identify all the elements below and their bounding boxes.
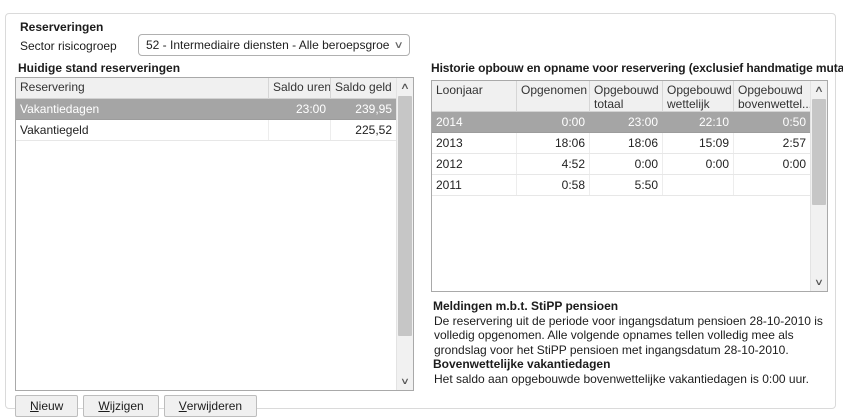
table-empty-area: [432, 196, 810, 291]
cell-reservering: Vakantiedagen: [16, 99, 269, 119]
table-header-row: Loonjaar Opgenomen Opgebouwd totaal Opge…: [432, 81, 810, 112]
column-header-opgebouwd-bovenwettelijk[interactable]: Opgebouwd bovenwettel...: [734, 81, 810, 112]
cell-opgebouwd-bovenwettelijk: 0:00: [782, 157, 806, 171]
column-header-opgenomen[interactable]: Opgenomen: [517, 81, 590, 112]
scroll-up-icon[interactable]: ∧: [400, 81, 410, 91]
chevron-down-icon: ∨: [393, 39, 404, 51]
table-row-2014[interactable]: 2014 0:00 23:00 22:10 0:50: [432, 112, 810, 133]
column-header-saldo-geld[interactable]: Saldo geld: [331, 78, 396, 99]
button-label: erwijderen: [186, 399, 243, 413]
cell-opgenomen: 0:58: [517, 175, 590, 195]
button-accesskey: V: [178, 399, 187, 413]
huidige-stand-table: Reservering Saldo uren Saldo geld Vakant…: [15, 77, 414, 391]
column-header-loonjaar[interactable]: Loonjaar: [432, 81, 517, 112]
bovenwettelijke-heading: Bovenwettelijke vakantiedagen: [433, 357, 611, 371]
reserveringen-groupbox: Reserveringen Sector risicogroep 52 - In…: [5, 13, 843, 417]
cell-opgenomen: 4:52: [517, 154, 590, 174]
cell-saldo-geld: 225,52: [355, 123, 392, 137]
right-table-scrollbar[interactable]: ∧ ∨: [810, 81, 827, 291]
groupbox-title: Reserveringen: [16, 20, 108, 34]
table-empty-area: [16, 141, 396, 390]
scroll-down-icon[interactable]: ∨: [814, 277, 824, 287]
column-header-opgebouwd-totaal[interactable]: Opgebouwd totaal: [590, 81, 663, 112]
cell-saldo-uren: [269, 120, 331, 140]
cell-opgebouwd-bovenwettelijk: 2:57: [782, 136, 806, 150]
sector-risicogroep-label: Sector risicogroep: [20, 39, 117, 53]
column-header-reservering[interactable]: Reservering: [16, 78, 269, 99]
scrollbar-thumb[interactable]: [398, 96, 412, 336]
meldingen-stipp-heading: Meldingen m.b.t. StiPP pensioen: [433, 299, 619, 313]
bovenwettelijke-body: Het saldo aan opgebouwde bovenwettelijke…: [434, 371, 809, 386]
sector-risicogroep-value: 52 - Intermediaire diensten - Alle beroe…: [146, 38, 389, 52]
cell-opgenomen: 0:00: [517, 112, 590, 132]
meldingen-block: Meldingen m.b.t. StiPP pensioen De reser…: [433, 299, 835, 386]
button-accesskey: W: [98, 399, 110, 413]
table-row-2011[interactable]: 2011 0:58 5:50: [432, 175, 810, 196]
meldingen-stipp-body: De reservering uit de periode voor ingan…: [434, 313, 823, 357]
sector-risicogroep-dropdown[interactable]: 52 - Intermediaire diensten - Alle beroe…: [138, 34, 410, 56]
table-row-2012[interactable]: 2012 4:52 0:00 0:00 0:00: [432, 154, 810, 175]
table-row-2013[interactable]: 2013 18:06 18:06 15:09 2:57: [432, 133, 810, 154]
cell-saldo-uren: 23:00: [269, 99, 331, 119]
button-label: ieuw: [38, 399, 64, 413]
button-label: ijzigen: [109, 399, 144, 413]
historie-table: Loonjaar Opgenomen Opgebouwd totaal Opge…: [431, 80, 828, 292]
cell-opgebouwd-bovenwettelijk: 0:50: [782, 115, 806, 129]
cell-opgebouwd-totaal: 5:50: [590, 175, 663, 195]
scroll-up-icon[interactable]: ∧: [814, 84, 824, 94]
cell-opgebouwd-wettelijk: 22:10: [663, 112, 734, 132]
column-header-saldo-uren[interactable]: Saldo uren: [269, 78, 331, 99]
scroll-down-icon[interactable]: ∨: [400, 376, 410, 386]
cell-saldo-geld: 239,95: [355, 102, 392, 116]
table-row-vakantiedagen[interactable]: Vakantiedagen 23:00 239,95: [16, 99, 396, 120]
cell-loonjaar: 2014: [432, 112, 517, 132]
table-header-row: Reservering Saldo uren Saldo geld: [16, 78, 396, 99]
table-row-vakantiegeld[interactable]: Vakantiegeld 225,52: [16, 120, 396, 141]
cell-opgebouwd-totaal: 23:00: [590, 112, 663, 132]
cell-loonjaar: 2012: [432, 154, 517, 174]
left-table-scrollbar[interactable]: ∧ ∨: [396, 78, 413, 390]
cell-reservering: Vakantiegeld: [16, 120, 269, 140]
cell-opgebouwd-wettelijk: 15:09: [663, 133, 734, 153]
cell-opgenomen: 18:06: [517, 133, 590, 153]
cell-opgebouwd-totaal: 18:06: [590, 133, 663, 153]
cell-opgebouwd-wettelijk: [663, 175, 734, 195]
cell-loonjaar: 2011: [432, 175, 517, 195]
cell-loonjaar: 2013: [432, 133, 517, 153]
cell-opgebouwd-totaal: 0:00: [590, 154, 663, 174]
right-table-title: Historie opbouw en opname voor reserveri…: [431, 61, 843, 75]
left-table-title: Huidige stand reserveringen: [18, 61, 181, 75]
scrollbar-thumb[interactable]: [812, 99, 826, 205]
cell-opgebouwd-wettelijk: 0:00: [663, 154, 734, 174]
cell-opgebouwd-bovenwettelijk: [734, 175, 810, 195]
button-accesskey: N: [30, 399, 39, 413]
column-header-opgebouwd-wettelijk[interactable]: Opgebouwd wettelijk: [663, 81, 734, 112]
